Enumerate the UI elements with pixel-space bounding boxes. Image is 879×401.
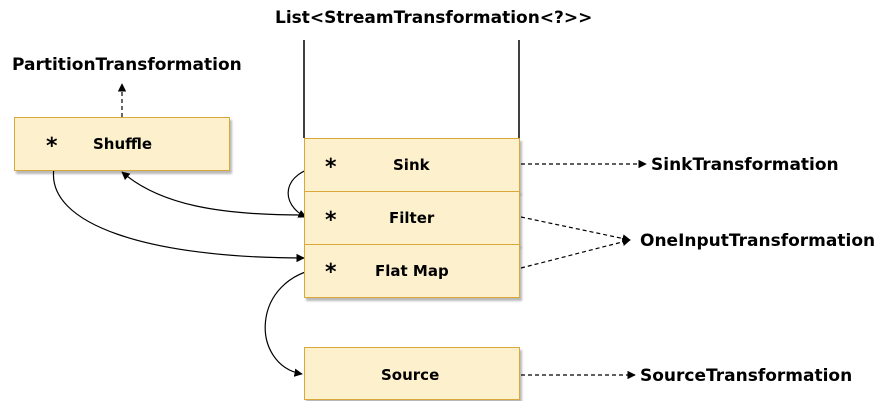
filter-to-shuffle-curve — [122, 172, 303, 215]
filter-to-oneinput-arrow — [521, 217, 630, 240]
partition-transformation-label: PartitionTransformation — [12, 55, 242, 75]
shuffle-marker: * — [46, 136, 58, 158]
flatmap-label: Flat Map — [375, 262, 449, 280]
flatmap-to-oneinput-arrow — [521, 240, 630, 268]
shuffle-to-flatmap-curve — [53, 168, 304, 258]
filter-marker: * — [325, 210, 337, 232]
flatmap-marker: * — [325, 262, 337, 284]
sink-label: Sink — [393, 156, 430, 174]
shuffle-label: Shuffle — [93, 135, 152, 153]
list-title: List<StreamTransformation<?>> — [275, 8, 592, 28]
filter-label: Filter — [389, 209, 434, 227]
oneinput-transformation-label: OneInputTransformation — [640, 231, 875, 251]
sink-transformation-label: SinkTransformation — [651, 155, 839, 175]
source-label: Source — [381, 366, 439, 384]
sink-marker: * — [325, 157, 337, 179]
source-transformation-label: SourceTransformation — [640, 366, 852, 386]
